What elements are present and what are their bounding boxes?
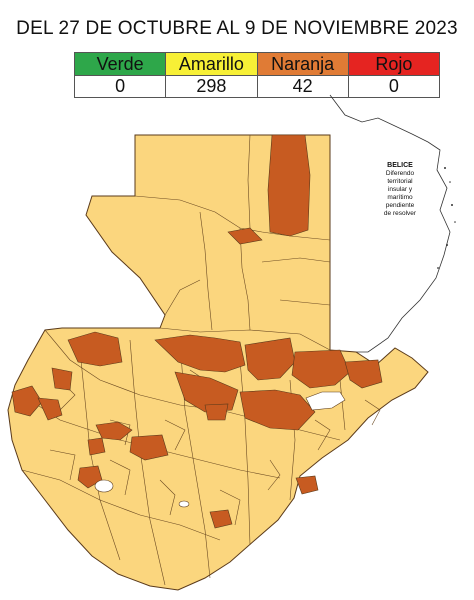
naranja-region-san-marcos bbox=[11, 385, 43, 417]
legend-count-amarillo: 298 bbox=[165, 75, 258, 98]
belize-note-line: de resolver bbox=[383, 210, 417, 217]
naranja-region-huehue bbox=[67, 331, 123, 367]
alert-legend-table: Verde Amarillo Naranja Rojo 0 298 42 0 bbox=[73, 52, 441, 98]
naranja-region-retalhuleu bbox=[77, 465, 103, 489]
naranja-region-chimaltenango bbox=[129, 434, 169, 461]
legend-label-verde: Verde bbox=[73, 52, 167, 76]
belize-outline bbox=[329, 94, 451, 353]
naranja-region-peten-north bbox=[267, 134, 311, 237]
lake-amatitlan bbox=[178, 500, 190, 508]
legend-count-verde: 0 bbox=[73, 75, 167, 98]
belize-territorial-note: BELICE Diferendo territorial insular y m… bbox=[371, 162, 429, 218]
naranja-region-quiche-north bbox=[154, 334, 246, 373]
legend-label-rojo: Rojo bbox=[347, 52, 441, 76]
naranja-region-quiche-south bbox=[174, 371, 239, 413]
legend-count-naranja: 42 bbox=[256, 75, 349, 98]
naranja-region-quetzaltenango bbox=[95, 421, 133, 441]
naranja-region-baja-verapaz bbox=[239, 389, 316, 431]
naranja-region-huehue-west bbox=[51, 367, 73, 391]
lakes bbox=[94, 391, 346, 508]
naranja-region-san-marcos-2 bbox=[37, 397, 63, 421]
naranja-region-escuintla bbox=[209, 509, 233, 529]
lake-atitlan bbox=[94, 479, 114, 493]
naranja-region-solola bbox=[87, 437, 106, 456]
legend-label-naranja: Naranja bbox=[256, 52, 349, 76]
naranja-region-zacapa bbox=[204, 403, 229, 421]
belize-note-line: insular y bbox=[387, 186, 413, 193]
naranja-municipalities bbox=[11, 134, 383, 529]
page-title: DEL 27 DE OCTUBRE AL 9 DE NOVIEMBRE 2023 bbox=[16, 18, 458, 39]
naranja-region-izabal-west bbox=[291, 349, 351, 389]
naranja-region-peten-south bbox=[227, 227, 263, 245]
naranja-region-jutiapa bbox=[295, 475, 319, 495]
belize-note-line: marítimo bbox=[387, 194, 413, 201]
naranja-region-izabal-east bbox=[344, 359, 383, 389]
lake-izabal bbox=[305, 391, 346, 411]
belize-note-line: pendiente bbox=[385, 202, 415, 209]
naranja-region-alta-verapaz bbox=[244, 337, 296, 381]
belize-cays bbox=[437, 167, 456, 269]
legend-count-rojo: 0 bbox=[347, 75, 441, 98]
belize-name: BELICE bbox=[387, 162, 413, 169]
belize-note-line: Diferendo bbox=[385, 170, 415, 177]
belize-note-line: territorial bbox=[387, 178, 413, 185]
legend-label-amarillo: Amarillo bbox=[165, 52, 258, 76]
